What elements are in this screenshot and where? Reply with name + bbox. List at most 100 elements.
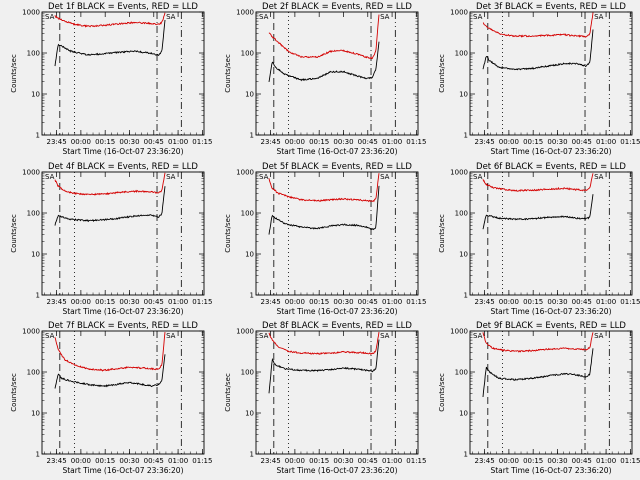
y-tick-label: 100 <box>27 210 40 218</box>
y-tick-label: 10 <box>245 91 254 99</box>
y-tick-label: 1000 <box>450 328 468 336</box>
saa-marker-label: SA <box>259 332 269 340</box>
lld-series-line <box>54 172 166 196</box>
x-tick-label: 01:15 <box>620 138 640 146</box>
x-axis-label: Start Time (16-Oct-07 23:36:20) <box>62 307 183 316</box>
saa-marker-label: SA <box>473 332 483 340</box>
y-tick-label: 1 <box>250 292 254 300</box>
events-series-line <box>482 348 594 398</box>
x-axis-label: Start Time (16-Oct-07 23:36:20) <box>490 307 611 316</box>
plot-panel: Det 9f BLACK = Events, RED = LLD Counts/s… <box>438 321 640 475</box>
saa-marker-label: SA <box>594 332 604 340</box>
events-series-line <box>54 186 166 226</box>
y-tick-label: 100 <box>241 50 254 58</box>
events-series-line <box>268 339 380 394</box>
y-tick-label: 100 <box>27 50 40 58</box>
y-tick-label: 10 <box>459 251 468 259</box>
x-tick-label: 00:45 <box>358 457 378 465</box>
y-tick-label: 100 <box>241 210 254 218</box>
x-tick-label: 01:00 <box>596 457 616 465</box>
saa-marker-label: SA <box>594 13 604 21</box>
y-axis-label: Counts/sec <box>10 214 18 253</box>
x-tick-label: 23:45 <box>260 298 280 306</box>
plot-panel: Det 5f BLACK = Events, RED = LLD Counts/s… <box>224 162 426 316</box>
x-tick-label: 00:45 <box>358 298 378 306</box>
plot-frame <box>41 330 205 455</box>
saa-marker-label: SA <box>259 173 269 181</box>
y-tick-label: 1 <box>36 451 40 459</box>
plot-title: Det 3f BLACK = Events, RED = LLD <box>476 2 626 12</box>
x-tick-label: 01:00 <box>168 457 188 465</box>
y-tick-label: 1 <box>464 292 468 300</box>
plot-panel: Det 8f BLACK = Events, RED = LLD Counts/s… <box>224 321 426 475</box>
saa-marker-label: SA <box>473 173 483 181</box>
y-tick-label: 1 <box>250 132 254 140</box>
x-axis-label: Start Time (16-Oct-07 23:36:20) <box>62 466 183 475</box>
y-tick-label: 1000 <box>450 9 468 17</box>
y-tick-label: 100 <box>241 369 254 377</box>
x-tick-label: 01:15 <box>192 457 212 465</box>
plot-panel: Det 2f BLACK = Events, RED = LLD Counts/s… <box>224 2 426 156</box>
x-tick-label: 00:15 <box>95 457 115 465</box>
y-tick-label: 100 <box>27 369 40 377</box>
x-tick-label: 00:45 <box>144 457 164 465</box>
y-tick-label: 1000 <box>22 169 40 177</box>
x-tick-label: 01:15 <box>192 298 212 306</box>
x-tick-label: 00:45 <box>358 138 378 146</box>
saa-marker-label: SA <box>45 332 55 340</box>
x-tick-label: 01:15 <box>620 298 640 306</box>
x-tick-label: 01:15 <box>192 138 212 146</box>
y-axis-label: Counts/sec <box>10 373 18 412</box>
x-tick-label: 00:00 <box>499 298 519 306</box>
saa-marker-label: SA <box>380 13 390 21</box>
x-tick-label: 01:00 <box>382 138 402 146</box>
plot-frame <box>469 330 633 455</box>
y-axis-label: Counts/sec <box>438 373 446 412</box>
y-tick-label: 1000 <box>22 328 40 336</box>
x-tick-label: 23:45 <box>260 457 280 465</box>
x-tick-label: 00:15 <box>523 298 543 306</box>
y-tick-label: 1 <box>36 292 40 300</box>
x-tick-label: 00:30 <box>547 457 567 465</box>
y-tick-label: 1 <box>464 132 468 140</box>
events-series-line <box>54 354 166 389</box>
x-axis-label: Start Time (16-Oct-07 23:36:20) <box>276 466 397 475</box>
x-axis-label: Start Time (16-Oct-07 23:36:20) <box>490 147 611 156</box>
plot-panel: Det 3f BLACK = Events, RED = LLD Counts/s… <box>438 2 640 156</box>
plot-frame <box>255 11 419 136</box>
plot-frame <box>469 11 633 136</box>
x-tick-label: 01:00 <box>382 298 402 306</box>
plot-title: Det 6f BLACK = Events, RED = LLD <box>476 162 626 172</box>
x-axis-label: Start Time (16-Oct-07 23:36:20) <box>276 307 397 316</box>
y-tick-label: 10 <box>245 251 254 259</box>
x-tick-label: 00:45 <box>144 138 164 146</box>
y-axis-label: Counts/sec <box>224 214 232 253</box>
plot-frame <box>255 171 419 296</box>
y-tick-label: 10 <box>459 410 468 418</box>
events-series-line <box>482 194 594 230</box>
x-tick-label: 00:15 <box>523 138 543 146</box>
lld-series-line <box>268 331 380 355</box>
x-axis-label: Start Time (16-Oct-07 23:36:20) <box>490 466 611 475</box>
x-tick-label: 23:45 <box>46 138 66 146</box>
x-axis-label: Start Time (16-Oct-07 23:36:20) <box>276 147 397 156</box>
lld-series-line <box>54 332 166 372</box>
events-series-line <box>268 41 380 82</box>
x-tick-label: 00:15 <box>523 457 543 465</box>
x-tick-label: 00:15 <box>309 457 329 465</box>
lld-series-line <box>268 173 380 203</box>
x-tick-label: 00:30 <box>333 298 353 306</box>
lld-series-line <box>482 332 594 353</box>
y-axis-label: Counts/sec <box>224 373 232 412</box>
x-tick-label: 00:45 <box>572 138 592 146</box>
y-axis-label: Counts/sec <box>10 54 18 93</box>
y-axis-label: Counts/sec <box>438 54 446 93</box>
lld-series-line <box>54 12 166 28</box>
y-tick-label: 10 <box>459 91 468 99</box>
x-tick-label: 00:00 <box>285 457 305 465</box>
events-series-line <box>54 19 166 67</box>
x-tick-label: 00:45 <box>572 457 592 465</box>
x-tick-label: 00:30 <box>333 457 353 465</box>
x-tick-label: 01:15 <box>406 457 426 465</box>
x-tick-label: 01:00 <box>168 138 188 146</box>
